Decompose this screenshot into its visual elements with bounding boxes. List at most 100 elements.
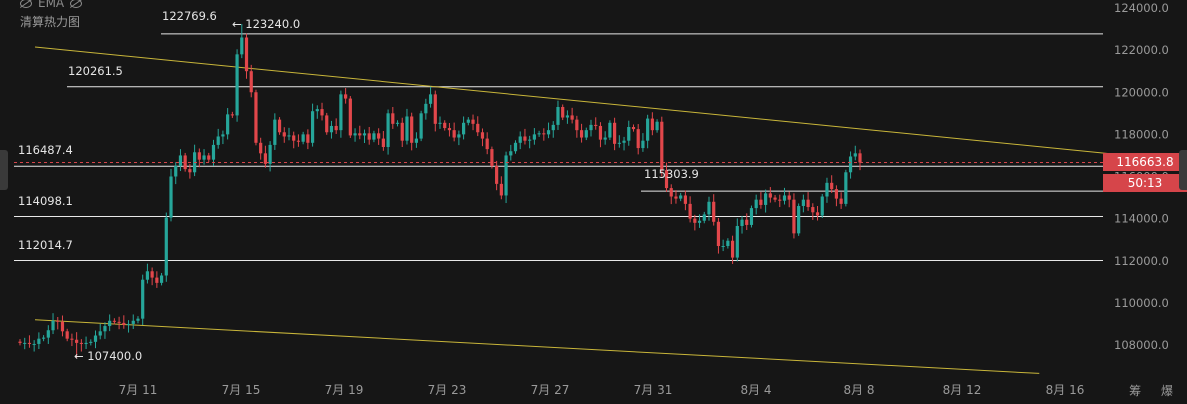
candle-body <box>853 153 857 157</box>
candle-body <box>65 331 69 339</box>
candle-body <box>405 116 409 141</box>
candle-body <box>815 212 820 216</box>
annotation-high-left: 122769.6 <box>162 9 217 23</box>
candle-body <box>159 275 164 283</box>
visibility-icon[interactable] <box>20 0 32 8</box>
candle-body <box>202 155 206 160</box>
price-tick-label: 120000.0 <box>1114 85 1169 99</box>
candle-body <box>169 176 173 218</box>
annotation-low: ← 107400.0 <box>74 349 143 363</box>
candle-body <box>452 130 456 138</box>
candle-body <box>561 106 565 118</box>
price-tick-label: 114000.0 <box>1114 212 1169 226</box>
candle-body <box>155 277 159 283</box>
candle-body <box>773 197 777 200</box>
candle-body <box>103 326 107 332</box>
candle-body <box>226 114 230 135</box>
candle-body <box>603 137 607 140</box>
candle-body <box>372 133 376 140</box>
candle-body <box>301 134 305 142</box>
candle-body <box>282 132 286 137</box>
candle-body <box>848 156 853 173</box>
candle-body <box>367 133 371 140</box>
collapse-left-handle[interactable] <box>0 150 8 190</box>
candle-body <box>112 320 116 322</box>
candle-body <box>537 133 541 135</box>
candle-body <box>310 111 315 143</box>
candle-body <box>27 342 32 344</box>
candle-body <box>844 172 848 204</box>
candle-body <box>32 343 36 345</box>
candle-body <box>622 140 626 143</box>
candle-body <box>546 130 551 135</box>
price-tick-label: 110000.0 <box>1114 296 1169 310</box>
candle-body <box>353 133 357 136</box>
candle-body <box>764 193 768 205</box>
price-tick-label: 118000.0 <box>1114 127 1169 141</box>
candle-body <box>551 124 555 131</box>
date-tick-label: 7月 23 <box>428 383 467 397</box>
candle-body <box>608 122 612 138</box>
candle-body <box>344 94 348 99</box>
bottom-right-label: 筹 爆 <box>1129 384 1181 398</box>
candle-body <box>570 115 574 120</box>
candle-body <box>230 114 234 116</box>
date-tick-label: 8月 12 <box>943 383 982 397</box>
candle-body <box>782 195 787 201</box>
candle-body <box>315 109 319 112</box>
candle-body <box>268 144 272 164</box>
countdown-tag: 50:13 <box>1103 174 1187 192</box>
candle-body <box>740 219 744 226</box>
price-tick-label: 112000.0 <box>1114 254 1169 268</box>
candle-body <box>834 189 839 199</box>
hide-icon[interactable] <box>70 0 83 8</box>
date-tick-label: 7月 15 <box>222 383 261 397</box>
candle-body <box>811 207 815 213</box>
candle-body <box>598 125 603 140</box>
liquidation-heatmap-label: 清算热力图 <box>20 15 81 29</box>
candle-body <box>830 182 834 190</box>
candle-body <box>306 134 310 143</box>
candle-body <box>381 138 385 148</box>
candle-body <box>141 279 145 319</box>
candle-body <box>320 109 324 116</box>
candle-body <box>778 199 782 201</box>
candle-body <box>207 155 211 160</box>
candle-body <box>183 155 187 170</box>
candle-body <box>433 94 437 124</box>
candle-body <box>509 151 513 156</box>
candle-body <box>745 219 749 225</box>
candle-body <box>806 199 810 208</box>
candle-body <box>768 193 772 198</box>
candle-body <box>542 133 546 135</box>
candle-body <box>23 342 27 344</box>
candle-body <box>688 203 692 219</box>
candle-body <box>211 144 216 160</box>
candle-body <box>735 225 739 258</box>
candle-body <box>188 169 192 173</box>
collapse-right-handle[interactable] <box>1179 150 1187 190</box>
candle-body <box>122 322 126 325</box>
candle-body <box>457 134 461 138</box>
candle-body <box>51 320 55 331</box>
candle-body <box>79 342 83 344</box>
candle-body <box>136 318 140 321</box>
candle-body <box>117 321 121 323</box>
price-tick-label: 108000.0 <box>1114 338 1169 352</box>
candle-body <box>37 338 41 344</box>
candle-body <box>556 106 560 125</box>
annotation-level-112014: 112014.7 <box>18 238 73 252</box>
candle-body <box>801 199 805 206</box>
candle-body <box>679 195 683 199</box>
candle-body <box>126 323 131 325</box>
candle-body <box>584 130 588 138</box>
candle-body <box>528 139 532 141</box>
candle-body <box>594 124 598 126</box>
candle-body <box>259 142 263 154</box>
candle-body <box>613 122 617 144</box>
candle-body <box>84 342 88 344</box>
candle-body <box>145 271 150 280</box>
candle-body <box>697 220 702 223</box>
candle-body <box>485 138 489 150</box>
candle-body <box>565 115 570 118</box>
